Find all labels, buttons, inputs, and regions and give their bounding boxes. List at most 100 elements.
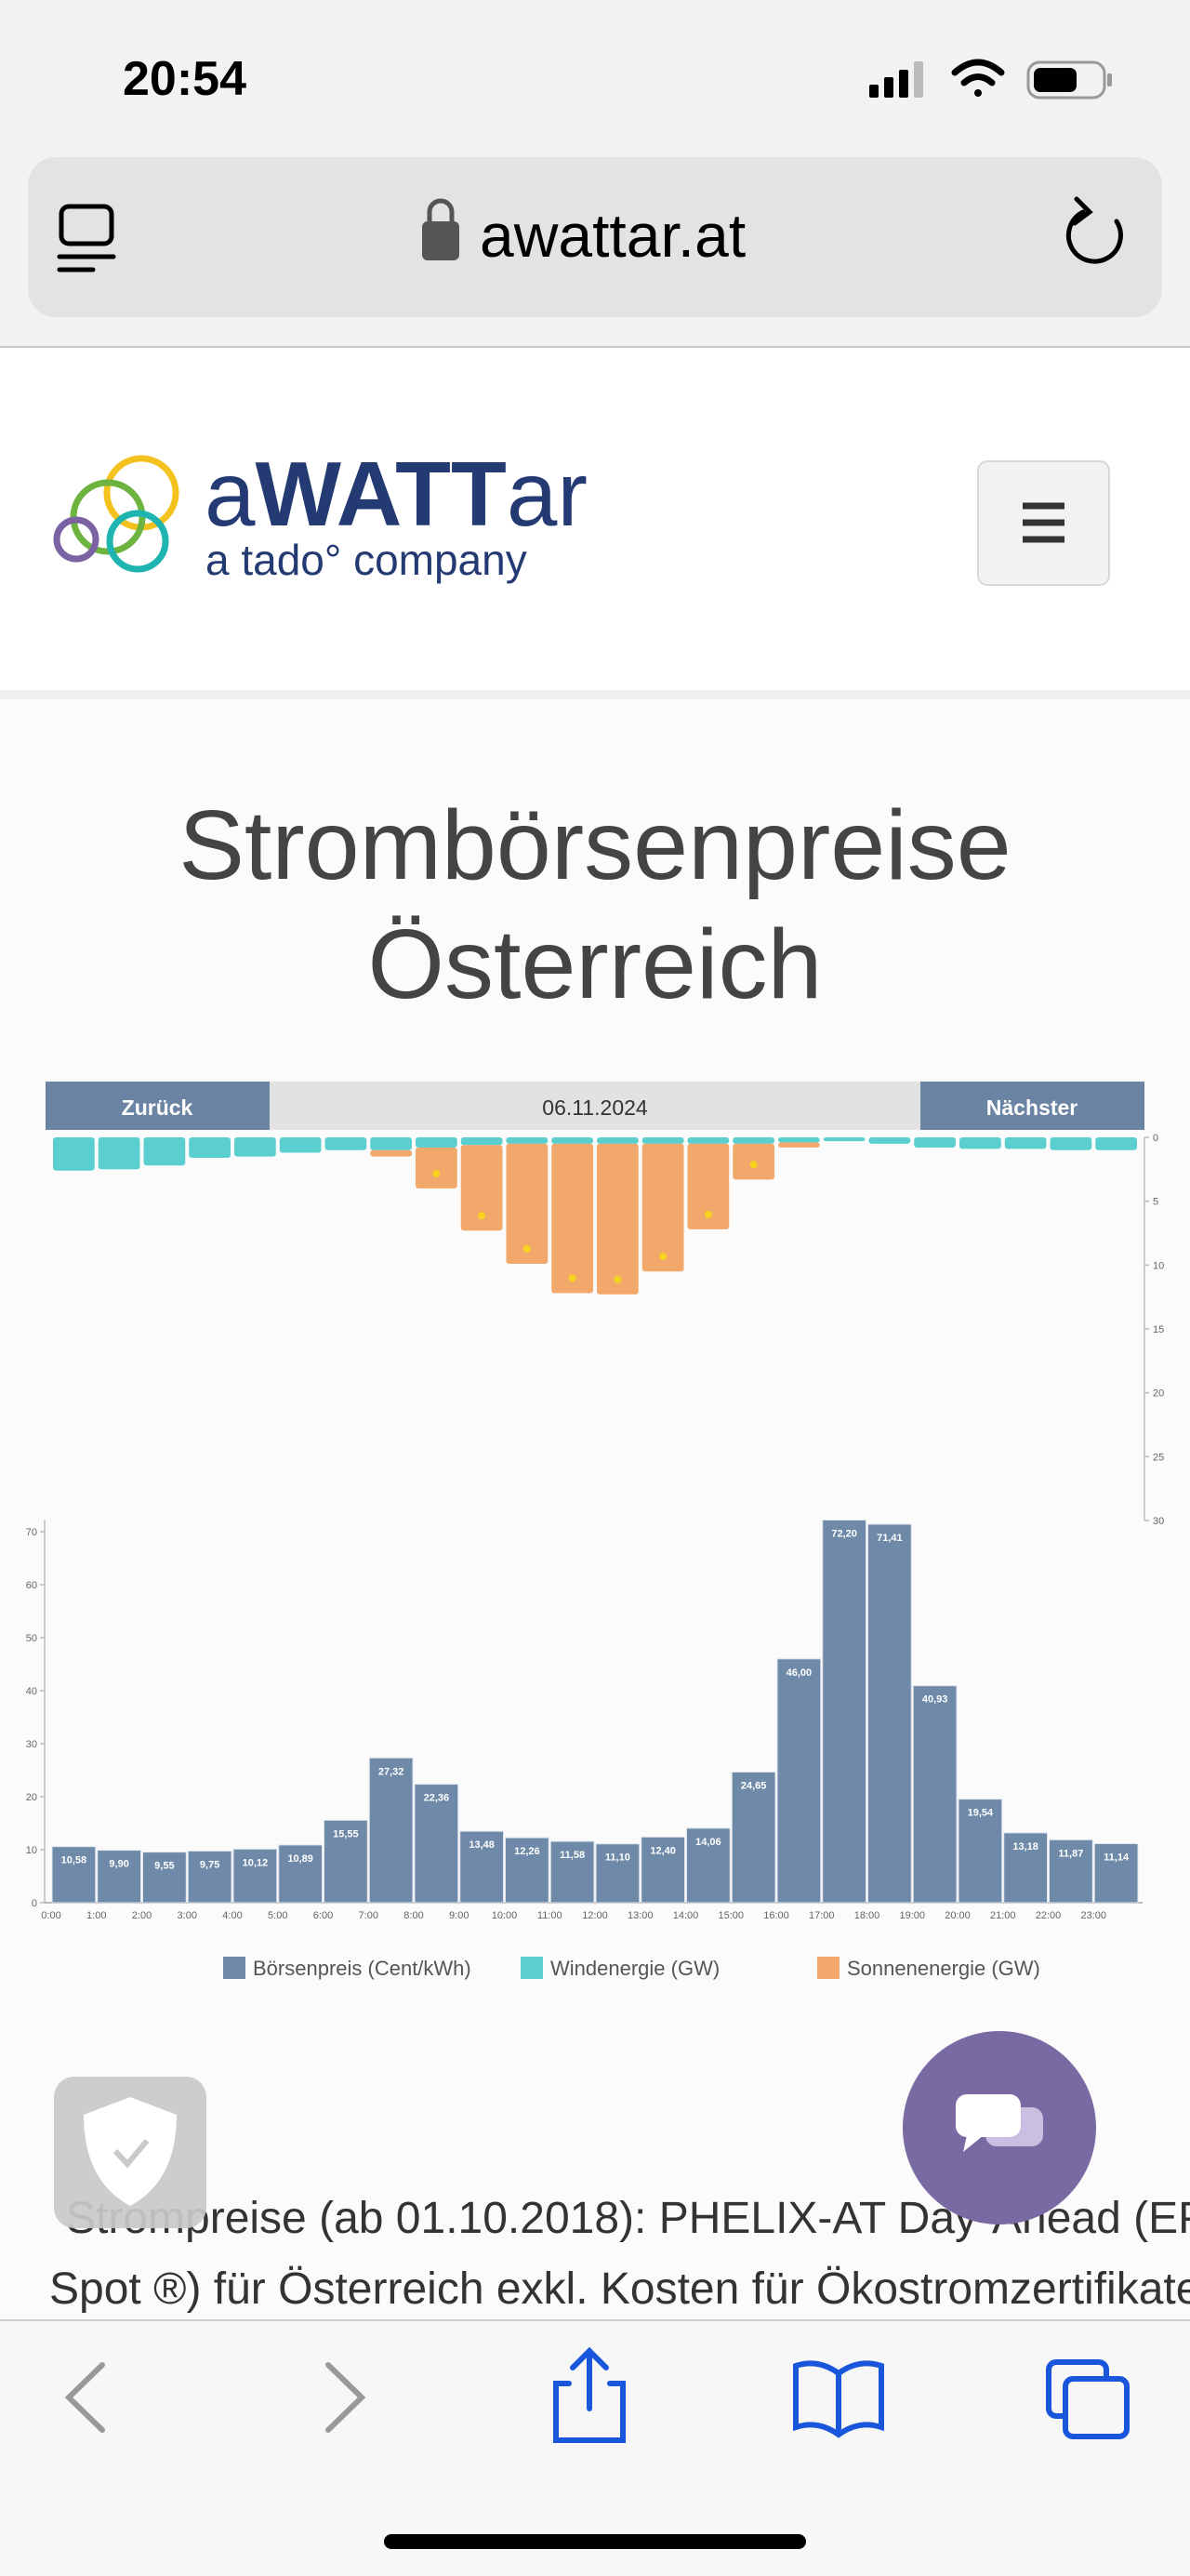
logo-tagline: a tado° company	[205, 536, 527, 584]
value-label: 13,18	[1012, 1841, 1038, 1852]
wind-bar	[460, 1137, 503, 1146]
price-bar	[958, 1799, 1003, 1904]
x-tick-label: 3:00	[178, 1910, 197, 1921]
wind-bar	[53, 1137, 95, 1171]
url-text: awattar.at	[480, 201, 746, 270]
price-bar	[51, 1846, 97, 1904]
x-tick-label: 2:00	[132, 1910, 152, 1921]
x-tick-label: 23:00	[1080, 1910, 1106, 1921]
wind-bar	[868, 1137, 911, 1144]
price-bar	[232, 1848, 278, 1904]
legend-swatch	[223, 1957, 245, 1979]
price-bar	[641, 1836, 685, 1904]
value-label: 11,58	[560, 1850, 585, 1861]
sun-icon	[522, 1244, 531, 1253]
logo-text[interactable]: aWATTar	[205, 443, 588, 545]
value-label: 71,41	[877, 1533, 903, 1544]
header-shadow	[0, 690, 1190, 699]
solar-bar	[506, 1143, 549, 1264]
price-bar	[1093, 1843, 1139, 1904]
reload-icon[interactable]	[1065, 196, 1123, 264]
sun-icon	[749, 1161, 758, 1169]
wind-bar	[416, 1137, 457, 1148]
x-tick-label: 17:00	[809, 1910, 835, 1921]
x-tick-label: 6:00	[313, 1910, 333, 1921]
share-button[interactable]	[553, 2346, 626, 2443]
wind-bar	[143, 1137, 186, 1166]
value-label: 15,55	[333, 1828, 359, 1839]
date-label: 06.11.2024	[542, 1095, 648, 1120]
y-tick-label: 20	[26, 1792, 37, 1803]
url-bar[interactable]	[28, 157, 1162, 317]
x-tick-label: 12:00	[582, 1910, 608, 1921]
wind-bar	[98, 1137, 140, 1170]
logo-part: a	[205, 443, 256, 545]
price-bar	[822, 1520, 866, 1904]
value-label: 10,58	[61, 1855, 87, 1866]
wind-bar	[189, 1137, 231, 1158]
solar-bar	[641, 1143, 684, 1272]
solar-bar	[597, 1143, 639, 1295]
next-button[interactable]	[920, 1082, 1144, 1130]
prev-label: Zurück	[122, 1095, 193, 1120]
x-tick-label: 15:00	[718, 1910, 744, 1921]
y-tick-label: 15	[1153, 1324, 1164, 1335]
price-bar	[368, 1757, 414, 1904]
price-bar	[867, 1523, 912, 1904]
solar-bar	[551, 1143, 593, 1294]
wind-bar	[823, 1137, 866, 1142]
y-tick-label: 0	[32, 1898, 37, 1909]
price-bar	[686, 1827, 731, 1904]
price-bar	[142, 1852, 187, 1904]
wind-bar	[687, 1137, 730, 1144]
wind-bar	[279, 1137, 322, 1153]
signal-icon	[869, 61, 923, 98]
forward-button[interactable]	[325, 2362, 366, 2433]
y-tick-label: 0	[1153, 1133, 1158, 1144]
value-label: 12,40	[650, 1845, 676, 1856]
wind-bar	[1095, 1137, 1137, 1150]
value-label: 24,65	[741, 1781, 767, 1792]
y-tick-label: 40	[26, 1686, 37, 1697]
x-tick-label: 9:00	[449, 1910, 469, 1921]
sun-icon	[478, 1212, 486, 1220]
prev-button[interactable]	[46, 1082, 270, 1130]
lock-icon	[422, 198, 459, 260]
tabs-overview-icon[interactable]	[57, 204, 116, 272]
wind-bar	[914, 1137, 956, 1148]
home-indicator	[384, 2534, 806, 2549]
y-tick-label: 25	[1153, 1452, 1164, 1463]
x-tick-label: 21:00	[990, 1910, 1016, 1921]
tabs-button[interactable]	[1046, 2359, 1130, 2439]
x-tick-label: 16:00	[763, 1910, 789, 1921]
legend-swatch	[521, 1957, 543, 1979]
price-bar	[1049, 1839, 1093, 1904]
back-button[interactable]	[64, 2362, 105, 2433]
x-tick-label: 18:00	[854, 1910, 880, 1921]
y-tick-label: 50	[26, 1633, 37, 1644]
price-bar	[459, 1830, 504, 1904]
wind-bar	[597, 1137, 639, 1144]
y-tick-label: 20	[1153, 1388, 1164, 1400]
page-title: Strombörsenpreise	[178, 790, 1012, 900]
battery-icon	[1026, 60, 1112, 100]
x-tick-label: 7:00	[359, 1910, 378, 1921]
bookmarks-button[interactable]	[793, 2360, 884, 2438]
shield-icon	[84, 2097, 177, 2206]
x-tick-label: 1:00	[86, 1910, 106, 1921]
x-tick-label: 4:00	[222, 1910, 242, 1921]
y-tick-label: 10	[26, 1845, 37, 1856]
sun-icon	[704, 1210, 712, 1218]
price-bar	[549, 1840, 595, 1904]
page-title: Österreich	[368, 910, 823, 1019]
price-bar	[505, 1837, 549, 1904]
price-bar	[1003, 1832, 1048, 1904]
x-tick-label: 5:00	[268, 1910, 287, 1921]
value-label: 12,26	[514, 1846, 540, 1857]
solar-bar	[778, 1142, 820, 1148]
value-label: 11,87	[1058, 1848, 1083, 1859]
next-label: Nächster	[986, 1095, 1078, 1120]
price-bar	[912, 1685, 958, 1904]
